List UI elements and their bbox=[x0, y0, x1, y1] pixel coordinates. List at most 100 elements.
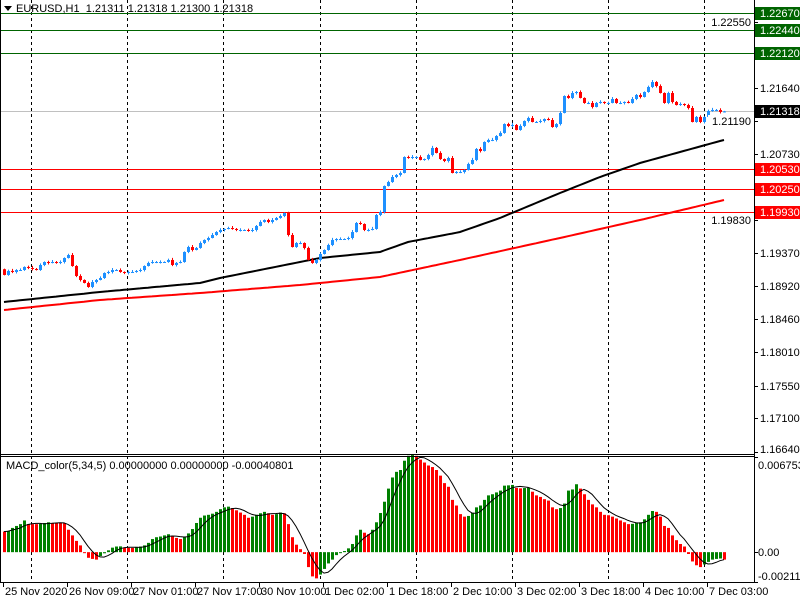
candle-body bbox=[139, 270, 142, 272]
macd-bar bbox=[507, 485, 510, 553]
level-resistance-label-bg bbox=[755, 7, 800, 20]
candle-body bbox=[387, 182, 390, 187]
macd-bar bbox=[703, 552, 706, 565]
candle bbox=[347, 236, 350, 241]
candle bbox=[307, 246, 310, 261]
macd-bar bbox=[175, 537, 178, 553]
candle-body bbox=[527, 117, 530, 121]
candle bbox=[471, 157, 474, 165]
candle bbox=[295, 242, 298, 248]
candle bbox=[315, 259, 318, 265]
macd-bar bbox=[275, 514, 278, 553]
candle-body bbox=[7, 270, 10, 275]
time-label: 4 Dec 10:00 bbox=[645, 586, 704, 598]
time-label: 2 Dec 10:00 bbox=[453, 586, 512, 598]
candle-body bbox=[187, 247, 190, 252]
candle-body bbox=[667, 93, 670, 103]
candle-body bbox=[239, 229, 242, 231]
candle-body bbox=[359, 222, 362, 225]
candle bbox=[351, 229, 354, 240]
candle-body bbox=[719, 109, 722, 113]
candle bbox=[491, 137, 494, 142]
candle bbox=[231, 225, 234, 230]
candle-body bbox=[511, 124, 514, 126]
candle-body bbox=[407, 156, 410, 159]
candle bbox=[451, 155, 454, 174]
candle-body bbox=[291, 235, 294, 248]
candle bbox=[623, 101, 626, 105]
time-label: 30 Nov 10:00 bbox=[261, 586, 326, 598]
candle bbox=[439, 151, 442, 160]
macd-bar bbox=[411, 455, 414, 553]
candle bbox=[667, 91, 670, 105]
candle-body bbox=[203, 239, 206, 244]
macd-bar bbox=[167, 534, 170, 553]
time-label: 1 Dec 18:00 bbox=[389, 586, 448, 598]
candle bbox=[183, 251, 186, 263]
candle bbox=[211, 232, 214, 239]
macd-bar bbox=[567, 490, 570, 553]
candle-body bbox=[691, 108, 694, 122]
candle bbox=[555, 123, 558, 129]
candle-body bbox=[623, 101, 626, 103]
candle-body bbox=[711, 109, 714, 111]
candle bbox=[379, 210, 382, 217]
candle-body bbox=[531, 117, 534, 122]
macd-bar bbox=[255, 514, 258, 553]
candle bbox=[107, 270, 110, 275]
price-tick-label: 1.16640 bbox=[760, 444, 800, 456]
candle bbox=[635, 94, 638, 101]
candle-body bbox=[247, 229, 250, 232]
candle bbox=[27, 265, 30, 270]
macd-bar bbox=[207, 514, 210, 553]
macd-bar bbox=[463, 516, 466, 553]
price-tick-label: 1.20730 bbox=[760, 149, 800, 161]
candle bbox=[715, 109, 718, 112]
candle-body bbox=[443, 159, 446, 161]
candle bbox=[151, 259, 154, 264]
macd-bar bbox=[79, 545, 82, 553]
candle bbox=[395, 174, 398, 179]
macd-bar bbox=[283, 513, 286, 553]
candle bbox=[71, 252, 74, 267]
price-tick-label: 1.18460 bbox=[760, 314, 800, 326]
macd-bar bbox=[43, 522, 46, 553]
candle-body bbox=[651, 82, 654, 87]
candle-body bbox=[479, 148, 482, 152]
candle-body bbox=[275, 217, 278, 221]
collapse-triangle-icon[interactable] bbox=[4, 6, 12, 11]
candle-body bbox=[331, 239, 334, 245]
candle bbox=[567, 94, 570, 99]
macd-bar bbox=[327, 552, 330, 564]
macd-bar bbox=[587, 499, 590, 553]
macd-bar bbox=[263, 511, 266, 553]
macd-bar bbox=[723, 552, 726, 560]
macd-bar bbox=[375, 522, 378, 553]
candle-body bbox=[455, 171, 458, 173]
candle bbox=[575, 91, 578, 95]
macd-bar bbox=[539, 496, 542, 553]
macd-bar bbox=[487, 495, 490, 553]
candle bbox=[175, 262, 178, 267]
time-label: 7 Dec 03:00 bbox=[709, 586, 768, 598]
candle bbox=[187, 245, 190, 254]
macd-bar bbox=[323, 552, 326, 569]
macd-bar bbox=[335, 552, 338, 556]
candle bbox=[167, 258, 170, 263]
macd-bar bbox=[631, 523, 634, 553]
macd-bar bbox=[35, 524, 38, 553]
candle bbox=[535, 121, 538, 123]
candle bbox=[171, 257, 174, 267]
macd-bar bbox=[83, 552, 86, 554]
candle bbox=[7, 269, 10, 276]
candle-body bbox=[347, 237, 350, 240]
candle-body bbox=[27, 266, 30, 268]
candle bbox=[203, 239, 206, 245]
candle-body bbox=[127, 271, 130, 273]
macd-bar bbox=[7, 530, 10, 553]
candle-body bbox=[3, 269, 6, 275]
macd-bar bbox=[67, 529, 70, 553]
candle bbox=[531, 115, 534, 123]
grid bbox=[31, 0, 705, 582]
